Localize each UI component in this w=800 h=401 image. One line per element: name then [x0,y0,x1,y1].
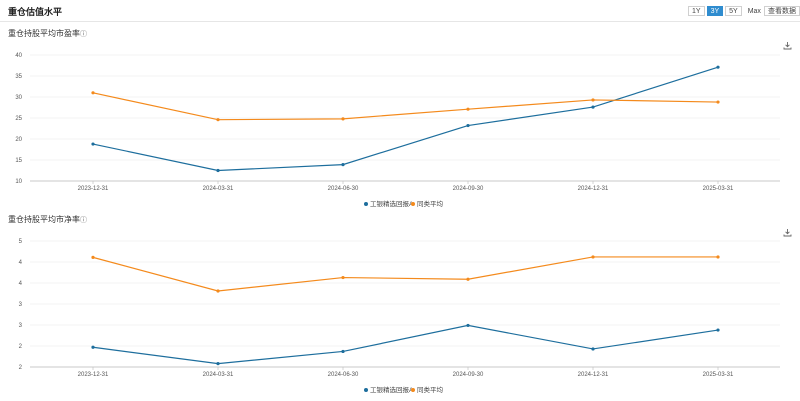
data-point[interactable] [716,65,720,69]
data-point[interactable] [216,289,220,293]
y-tick-label: 40 [15,53,22,59]
info-icon[interactable]: ⓘ [80,217,87,224]
pe-ratio-chart: 10 15 20 25 30 35 40 2023-12-31 2024-03-31 2024-0… [15,53,780,208]
x-tick-label: 2024-09-30 [453,186,484,192]
data-point[interactable] [341,349,345,354]
series-line [92,324,719,365]
info-icon[interactable]: ⓘ [80,31,87,38]
tab-max[interactable]: Max [743,6,765,16]
y-tick-label: 20 [15,137,22,143]
data-point[interactable] [466,107,470,111]
data-point[interactable] [591,347,595,351]
x-tick-label: 2025-03-31 [703,372,734,378]
y-tick-label: 35 [15,74,22,80]
y-tick-label: 3 [19,323,23,329]
x-tick-label: 2024-06-30 [328,186,359,192]
legend-marker [411,202,415,206]
y-tick-label: 4 [19,281,23,287]
y-tick-label: 30 [15,95,22,101]
data-point[interactable] [466,323,470,328]
series-line [92,256,718,292]
tab-3y[interactable]: 3Y [706,6,724,16]
data-point[interactable] [341,163,345,167]
data-point[interactable] [216,168,220,173]
y-tick-label: 2 [19,344,23,350]
data-point[interactable] [716,100,720,104]
x-tick-label: 2023-12-31 [78,186,109,192]
view-data-button[interactable]: 查看数据 [764,6,800,16]
legend-label[interactable]: 工银精选回报A [370,199,414,208]
data-point[interactable] [591,255,595,259]
series-line [92,92,719,121]
data-point[interactable] [341,117,345,121]
data-point[interactable] [91,345,95,349]
tab-1y[interactable]: 1Y [688,6,705,16]
data-point[interactable] [91,255,95,259]
data-point[interactable] [716,328,720,332]
data-point[interactable] [466,123,470,128]
legend-marker [364,388,368,392]
data-point[interactable] [91,142,95,146]
x-tick-label: 2024-03-31 [203,372,234,378]
data-point[interactable] [466,277,470,281]
panel-title-pb: 重仓持股平均市净率ⓘ [8,214,87,225]
download-icon[interactable] [783,228,792,237]
panel-title-pe: 重仓持股平均市盈率ⓘ [8,28,87,39]
page-title: 重仓估值水平 [8,7,63,17]
y-tick-label: 2 [19,365,23,371]
series-line [92,66,719,172]
data-point[interactable] [716,255,720,259]
y-tick-label: 5 [19,239,23,245]
download-icon[interactable] [783,41,792,50]
range-tabs: 1Y 3Y 5Y Max [688,6,776,16]
page-header: 重仓估值水平 1Y 3Y 5Y Max 查看数据 [0,0,800,22]
data-point[interactable] [591,105,595,109]
y-tick-label: 25 [15,116,22,122]
data-point[interactable] [216,118,220,122]
x-tick-label: 2024-12-31 [578,372,609,378]
data-point[interactable] [91,91,95,95]
data-point[interactable] [216,362,220,366]
legend-label[interactable]: 工银精选回报A [370,385,414,394]
legend-marker [364,202,368,206]
legend-marker [411,388,415,392]
data-point[interactable] [591,98,595,102]
x-tick-label: 2025-03-31 [703,186,734,192]
x-tick-label: 2024-06-30 [328,372,359,378]
y-tick-label: 3 [19,302,23,308]
pb-ratio-chart: 2 2 3 3 4 4 5 2023-12-31 2024-03-31 2024-06-30 202… [19,239,780,394]
y-tick-label: 4 [19,260,23,266]
panel-title-pb-text: 重仓持股平均市净率 [8,215,80,224]
x-tick-label: 2024-12-31 [578,186,609,192]
y-tick-label: 10 [15,179,22,185]
panel-title-pe-text: 重仓持股平均市盈率 [8,29,80,38]
y-tick-label: 15 [15,158,22,164]
legend-label[interactable]: 同类平均 [417,385,444,394]
legend-label[interactable]: 同类平均 [417,199,444,208]
x-tick-label: 2023-12-31 [78,372,109,378]
x-tick-label: 2024-03-31 [203,186,234,192]
data-point[interactable] [341,275,345,280]
x-tick-label: 2024-09-30 [453,372,484,378]
tab-5y[interactable]: 5Y [725,6,742,16]
